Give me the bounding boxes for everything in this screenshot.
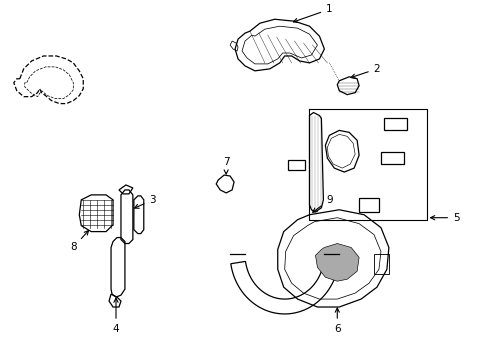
Polygon shape (316, 243, 359, 281)
Text: 5: 5 (431, 213, 460, 223)
Text: 2: 2 (351, 64, 380, 78)
Text: 6: 6 (334, 308, 341, 334)
Text: 1: 1 (294, 4, 333, 22)
Text: 9: 9 (313, 195, 333, 212)
Text: 4: 4 (113, 298, 120, 334)
Text: 7: 7 (223, 157, 229, 174)
Text: 3: 3 (135, 195, 156, 208)
Text: 8: 8 (70, 231, 89, 252)
